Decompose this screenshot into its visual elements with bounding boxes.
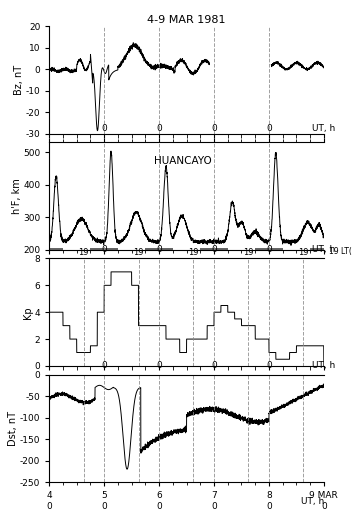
Text: 19: 19: [243, 248, 253, 257]
Bar: [145, 247, 173, 250]
Text: 19: 19: [133, 248, 144, 257]
Text: 19: 19: [78, 248, 89, 257]
Text: HUANCAYO: HUANCAYO: [153, 156, 211, 166]
Y-axis label: Kp: Kp: [23, 306, 33, 319]
Text: 19 LT(75°WMT).: 19 LT(75°WMT).: [329, 247, 352, 256]
Bar: [310, 247, 324, 250]
Text: UT, h: UT, h: [301, 497, 324, 506]
Bar: [200, 247, 228, 250]
Title: 4-9 MAR 1981: 4-9 MAR 1981: [147, 15, 226, 26]
Bar: [90, 247, 118, 250]
Y-axis label: Dst, nT: Dst, nT: [8, 411, 18, 446]
Bar: [255, 247, 283, 250]
Bar: [49, 247, 63, 250]
Y-axis label: h'F, km: h'F, km: [12, 178, 21, 214]
Text: 19: 19: [188, 248, 199, 257]
Y-axis label: Bz, nT: Bz, nT: [14, 65, 24, 95]
Text: 19: 19: [298, 248, 308, 257]
